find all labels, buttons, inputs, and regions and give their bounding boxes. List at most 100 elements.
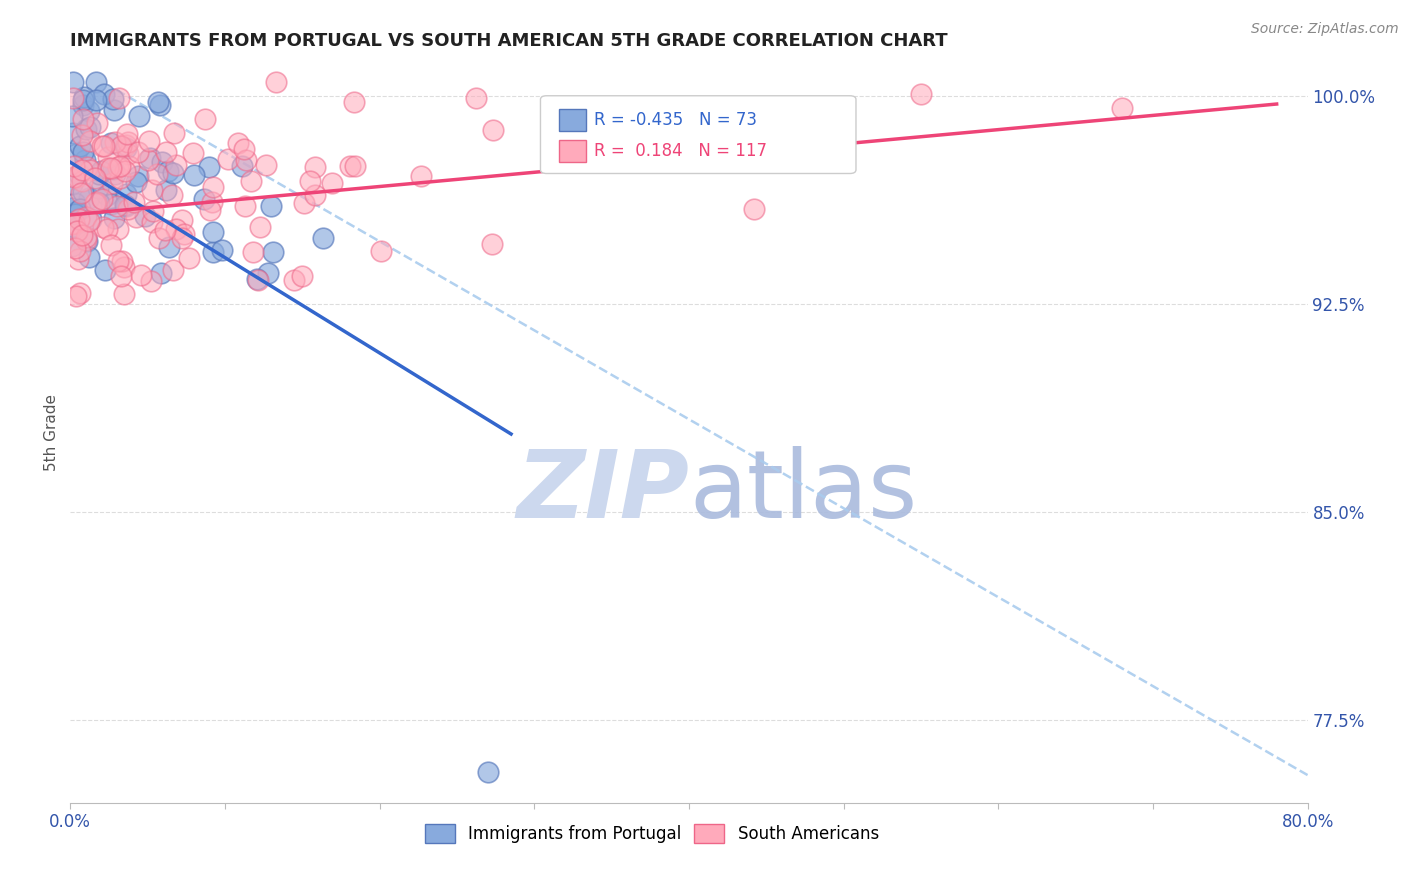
Bar — [560, 140, 586, 162]
Point — [193, 192, 215, 206]
Point — [233, 199, 256, 213]
Bar — [560, 109, 586, 131]
Point — [211, 243, 233, 257]
Point — [118, 159, 141, 173]
Point — [162, 263, 184, 277]
Point — [87, 196, 110, 211]
Point — [115, 199, 138, 213]
Point — [70, 186, 93, 200]
Point — [125, 175, 148, 189]
Point — [87, 167, 110, 181]
Point — [200, 202, 222, 217]
Point — [1111, 101, 1133, 115]
Point — [96, 187, 118, 202]
Point — [202, 179, 225, 194]
Point — [79, 163, 101, 178]
Point — [69, 202, 91, 217]
Point — [79, 211, 101, 226]
Point — [128, 109, 150, 123]
Point — [146, 167, 169, 181]
Point — [481, 237, 503, 252]
Point — [149, 98, 172, 112]
Point — [163, 127, 186, 141]
Text: ZIP: ZIP — [516, 446, 689, 538]
Point — [62, 91, 84, 105]
Point — [94, 263, 117, 277]
Point — [108, 159, 131, 173]
Point — [60, 109, 83, 123]
Point — [84, 75, 107, 89]
Point — [177, 251, 200, 265]
Text: atlas: atlas — [689, 446, 917, 538]
Point — [101, 161, 124, 176]
Point — [97, 150, 120, 164]
Legend: Immigrants from Portugal, South Americans: Immigrants from Portugal, South American… — [418, 817, 886, 850]
Point — [75, 122, 97, 136]
Point — [70, 162, 93, 177]
Point — [111, 254, 134, 268]
Point — [148, 231, 170, 245]
Point — [114, 164, 136, 178]
Point — [65, 205, 87, 219]
Point — [264, 75, 287, 89]
Point — [63, 207, 86, 221]
Point — [465, 90, 488, 104]
Point — [198, 160, 221, 174]
Point — [86, 181, 108, 195]
Point — [256, 267, 278, 281]
Point — [304, 187, 326, 202]
Point — [112, 260, 135, 275]
Point — [69, 285, 91, 300]
Point — [165, 222, 187, 236]
Point — [291, 269, 314, 284]
Point — [299, 174, 322, 188]
Point — [100, 237, 122, 252]
Point — [246, 273, 269, 287]
Point — [104, 167, 127, 181]
Point — [84, 194, 107, 209]
Point — [100, 161, 122, 175]
Point — [105, 198, 128, 212]
Text: IMMIGRANTS FROM PORTUGAL VS SOUTH AMERICAN 5TH GRADE CORRELATION CHART: IMMIGRANTS FROM PORTUGAL VS SOUTH AMERIC… — [70, 32, 948, 50]
Point — [70, 128, 93, 143]
Point — [139, 151, 162, 165]
Point — [343, 95, 366, 109]
Point — [60, 177, 83, 191]
Point — [107, 160, 129, 174]
Point — [249, 219, 271, 234]
Point — [138, 153, 160, 167]
Point — [170, 213, 193, 227]
Point — [93, 138, 115, 153]
Point — [910, 87, 932, 101]
Point — [91, 192, 114, 206]
Point — [122, 195, 145, 210]
Point — [72, 98, 94, 112]
Point — [65, 147, 87, 161]
Point — [194, 112, 217, 126]
Point — [60, 201, 83, 215]
Point — [63, 241, 86, 255]
Point — [73, 90, 96, 104]
Point — [202, 225, 225, 239]
Point — [477, 765, 499, 780]
Point — [86, 116, 108, 130]
Point — [742, 202, 765, 216]
Point — [233, 142, 256, 156]
Point — [79, 191, 101, 205]
Point — [67, 167, 90, 181]
Point — [165, 158, 187, 172]
Point — [183, 168, 205, 182]
Point — [153, 223, 176, 237]
Point — [104, 135, 127, 149]
Point — [117, 147, 139, 161]
Point — [77, 103, 100, 118]
Point — [226, 136, 249, 150]
Point — [292, 196, 315, 211]
Point — [262, 244, 284, 259]
Point — [112, 287, 135, 301]
Point — [183, 146, 205, 161]
Point — [321, 176, 343, 190]
Point — [343, 159, 366, 173]
Point — [69, 139, 91, 153]
Point — [283, 273, 305, 287]
